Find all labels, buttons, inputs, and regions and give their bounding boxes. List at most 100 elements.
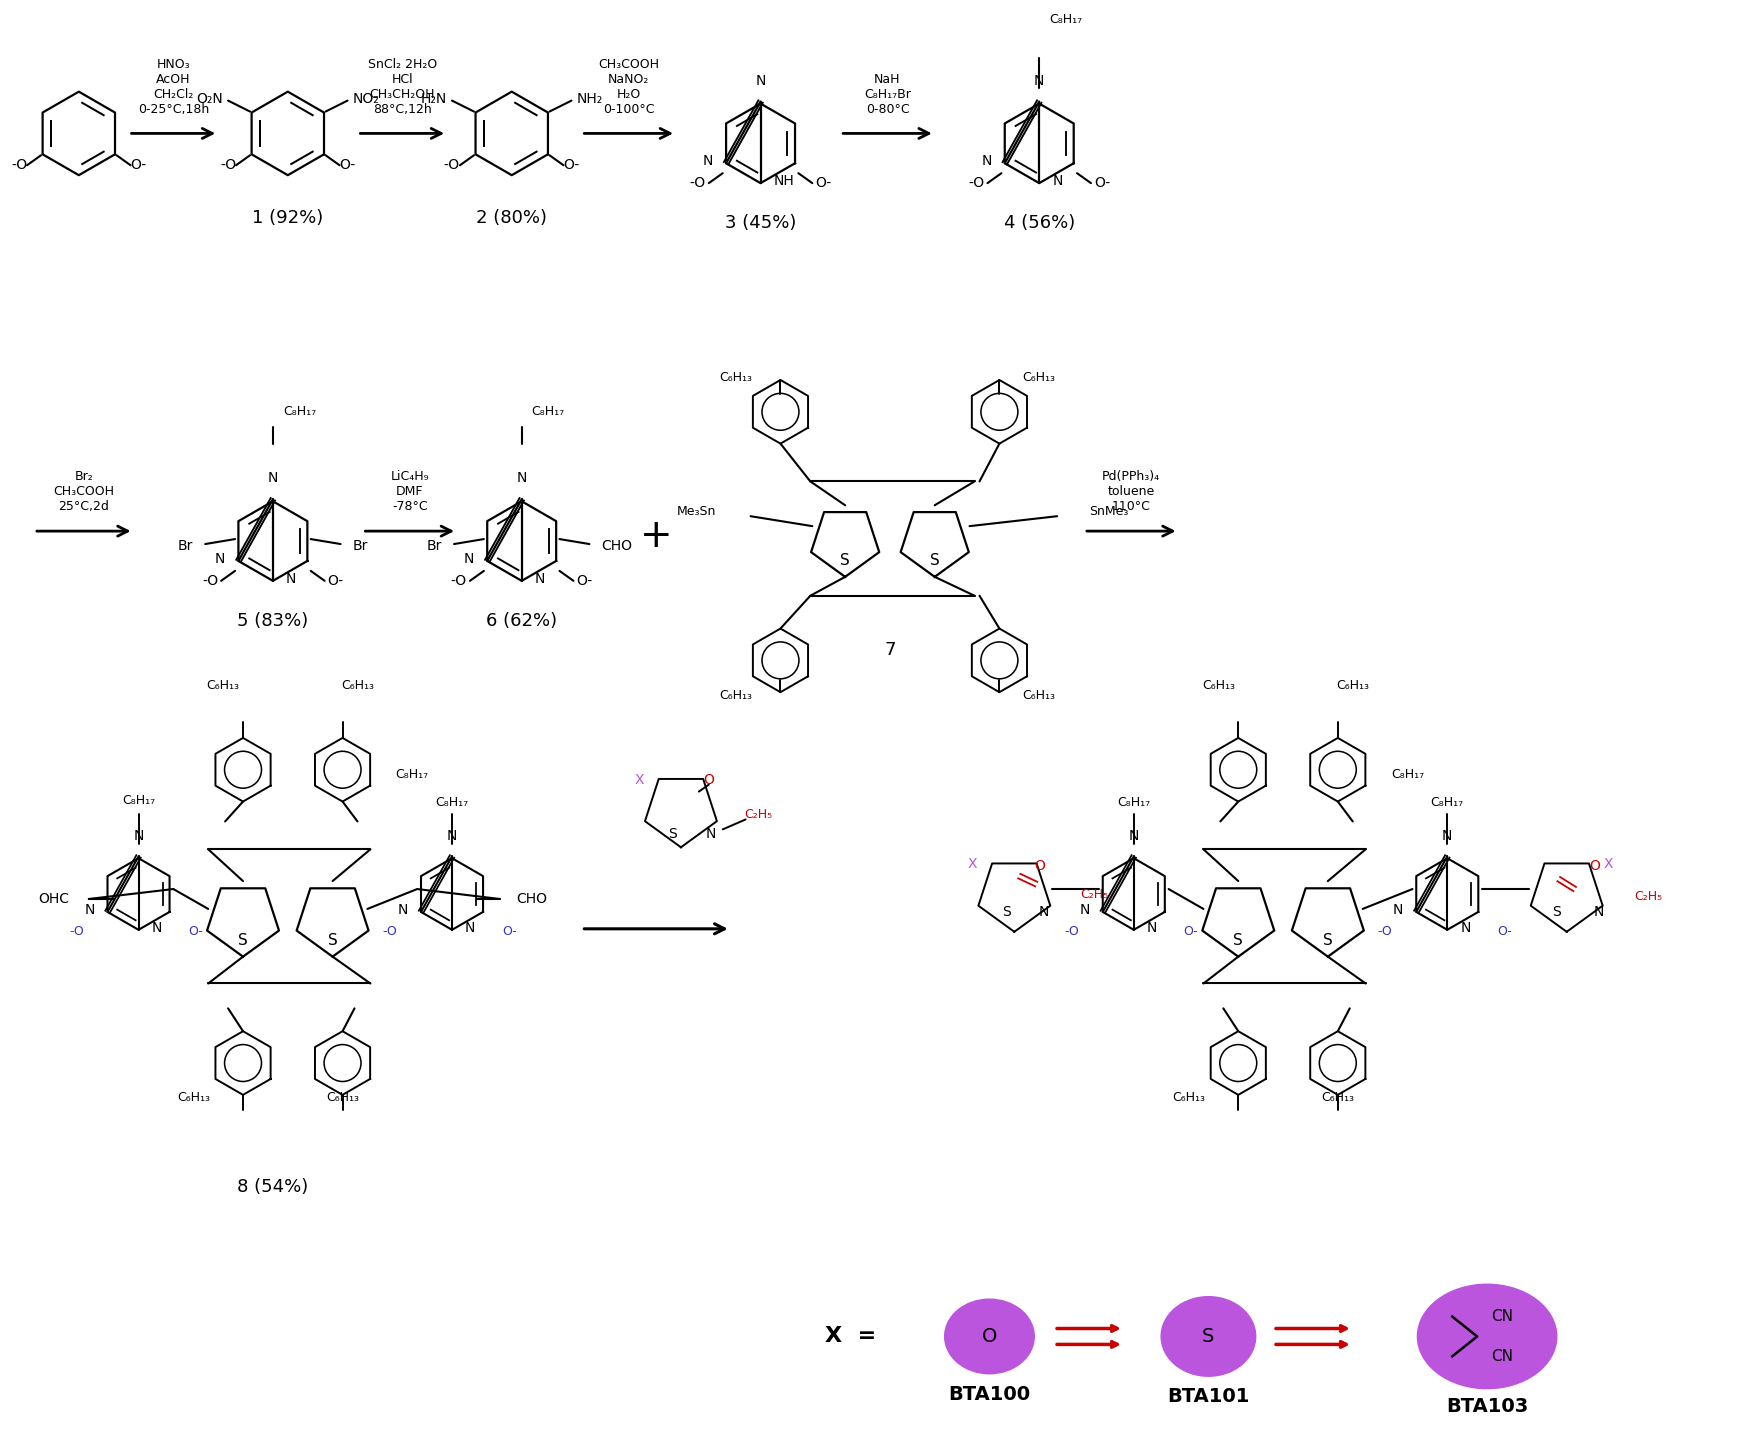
Text: NH₂: NH₂ [576, 91, 602, 106]
Text: O: O [1588, 859, 1601, 873]
Text: N: N [1039, 905, 1049, 919]
Text: N: N [465, 921, 476, 935]
Text: 2 (80%): 2 (80%) [476, 209, 548, 227]
Text: S: S [1234, 934, 1243, 948]
Text: -O: -O [451, 573, 467, 588]
Text: 4 (56%): 4 (56%) [1004, 214, 1074, 232]
Text: 7: 7 [885, 641, 895, 659]
Text: N: N [84, 904, 95, 917]
Text: C₈H₁₇: C₈H₁₇ [395, 769, 428, 782]
Text: C₆H₁₃: C₆H₁₃ [1023, 689, 1057, 702]
Ellipse shape [944, 1299, 1034, 1374]
Text: O-: O- [1093, 177, 1111, 190]
Text: N: N [516, 472, 526, 485]
Text: N: N [1594, 905, 1604, 919]
Text: CH₃COOH
NaNO₂
H₂O
0-100°C: CH₃COOH NaNO₂ H₂O 0-100°C [598, 58, 660, 116]
Text: N: N [535, 572, 546, 586]
Text: N: N [755, 74, 765, 88]
Text: S: S [328, 934, 337, 948]
Text: N: N [1053, 174, 1062, 188]
Text: H₂N: H₂N [421, 91, 448, 106]
Text: N: N [706, 827, 716, 841]
Text: N: N [1034, 74, 1044, 88]
Text: NO₂: NO₂ [353, 91, 379, 106]
Text: C₆H₁₃: C₆H₁₃ [1322, 1092, 1355, 1105]
Text: C₈H₁₇: C₈H₁₇ [1430, 796, 1464, 809]
Text: X: X [634, 773, 644, 786]
Text: +: + [641, 517, 672, 555]
Text: S: S [1553, 905, 1562, 919]
Text: -O: -O [1378, 925, 1392, 938]
Text: C₂H₅: C₂H₅ [744, 808, 772, 821]
Text: N: N [133, 828, 144, 843]
Text: C₆H₁₃: C₆H₁₃ [177, 1092, 211, 1105]
Text: -O: -O [11, 158, 26, 172]
Text: S: S [1323, 934, 1332, 948]
Text: HNO₃
AcOH
CH₂Cl₂
0-25°C,18h: HNO₃ AcOH CH₂Cl₂ 0-25°C,18h [137, 58, 209, 116]
Text: 5 (83%): 5 (83%) [237, 611, 309, 630]
Text: X: X [967, 857, 978, 872]
Text: C₂H₅: C₂H₅ [1079, 888, 1107, 901]
Text: C₈H₁₇: C₈H₁₇ [532, 405, 565, 418]
Text: S: S [239, 934, 247, 948]
Text: O: O [1034, 859, 1044, 873]
Text: C₆H₁₃: C₆H₁₃ [1023, 371, 1057, 384]
Text: CN: CN [1492, 1309, 1513, 1323]
Text: S: S [669, 827, 677, 841]
Text: O-: O- [188, 925, 204, 938]
Text: O-: O- [130, 158, 147, 172]
Text: -O: -O [202, 573, 218, 588]
Ellipse shape [1162, 1297, 1255, 1376]
Text: N: N [1146, 921, 1157, 935]
Text: C₆H₁₃: C₆H₁₃ [207, 679, 240, 692]
Text: 3 (45%): 3 (45%) [725, 214, 797, 232]
Text: N: N [1443, 828, 1453, 843]
Text: N: N [1079, 904, 1090, 917]
Text: Br₂
CH₃COOH
25°C,2d: Br₂ CH₃COOH 25°C,2d [53, 471, 114, 513]
Text: BTA101: BTA101 [1167, 1387, 1250, 1406]
Text: -O: -O [444, 158, 460, 172]
Text: SnCl₂ 2H₂O
HCl
CH₃CH₂OH
88°C,12h: SnCl₂ 2H₂O HCl CH₃CH₂OH 88°C,12h [367, 58, 437, 116]
Text: O-: O- [502, 925, 516, 938]
Text: N: N [269, 472, 277, 485]
Text: LiC₄H₉
DMF
-78°C: LiC₄H₉ DMF -78°C [390, 471, 428, 513]
Text: N: N [463, 552, 474, 566]
Text: O-: O- [563, 158, 579, 172]
Text: C₆H₁₃: C₆H₁₃ [1202, 679, 1236, 692]
Text: C₆H₁₃: C₆H₁₃ [1172, 1092, 1206, 1105]
Text: O-: O- [1183, 925, 1199, 938]
Text: C₈H₁₇: C₈H₁₇ [435, 796, 469, 809]
Text: O: O [981, 1326, 997, 1347]
Text: N: N [1460, 921, 1471, 935]
Text: N: N [286, 572, 297, 586]
Text: CHO: CHO [602, 539, 632, 553]
Text: -O: -O [383, 925, 397, 938]
Text: X  =: X = [825, 1326, 876, 1347]
Text: S: S [1002, 905, 1011, 919]
Text: -O: -O [690, 177, 706, 190]
Text: -O: -O [219, 158, 237, 172]
Text: O-: O- [816, 177, 832, 190]
Text: N: N [151, 921, 161, 935]
Text: 8 (54%): 8 (54%) [237, 1179, 309, 1196]
Text: CN: CN [1492, 1350, 1513, 1364]
Text: -O: -O [1064, 925, 1079, 938]
Text: N: N [1128, 828, 1139, 843]
Text: X: X [1604, 857, 1613, 872]
Text: 6 (62%): 6 (62%) [486, 611, 558, 630]
Text: N: N [1393, 904, 1404, 917]
Text: C₈H₁₇: C₈H₁₇ [1049, 13, 1083, 26]
Text: Me₃Sn: Me₃Sn [676, 505, 716, 518]
Text: BTA103: BTA103 [1446, 1396, 1529, 1416]
Text: N: N [448, 828, 458, 843]
Text: NaH
C₈H₁₇Br
0-80°C: NaH C₈H₁₇Br 0-80°C [863, 72, 911, 116]
Text: CHO: CHO [516, 892, 548, 906]
Text: S: S [841, 553, 849, 569]
Text: S: S [930, 553, 939, 569]
Text: SnMe₃: SnMe₃ [1090, 505, 1128, 518]
Text: O: O [704, 773, 714, 786]
Text: C₆H₁₃: C₆H₁₃ [326, 1092, 360, 1105]
Text: C₂H₅: C₂H₅ [1634, 889, 1662, 902]
Text: C₆H₁₃: C₆H₁₃ [340, 679, 374, 692]
Text: C₆H₁₃: C₆H₁₃ [720, 371, 753, 384]
